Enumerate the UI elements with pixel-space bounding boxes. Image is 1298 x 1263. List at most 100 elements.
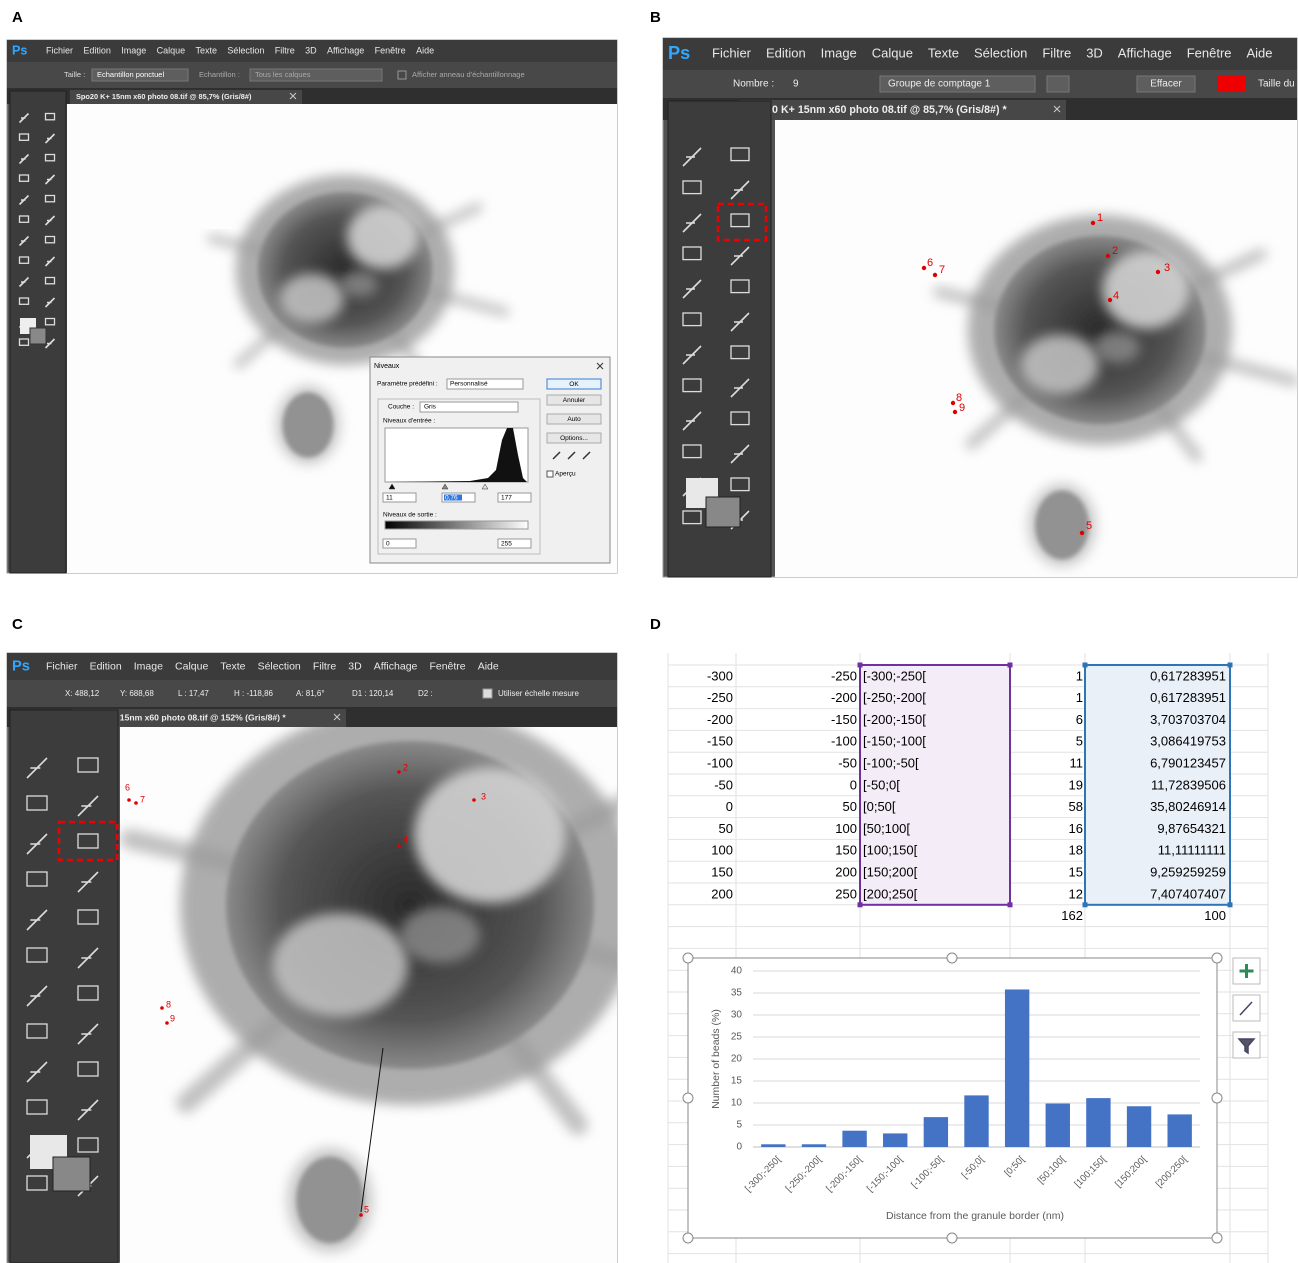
table-cell[interactable]: -200 [707,712,733,727]
table-cell[interactable]: 100 [1204,908,1226,923]
button-label[interactable]: Annuler [563,397,586,404]
option-label[interactable]: Taille du [1258,79,1295,90]
option-label[interactable]: Echantillon ponctuel [97,70,164,79]
menu-item[interactable]: Aide [416,45,434,55]
menu-item[interactable]: Calque [872,45,913,60]
input-value[interactable]: 177 [501,495,512,502]
menu-item[interactable]: Texte [220,660,245,672]
menu-item[interactable]: Image [121,45,146,55]
table-cell[interactable]: -100 [707,756,733,771]
menu-item[interactable]: Aide [478,660,499,672]
table-cell[interactable]: [100;150[ [863,843,918,858]
table-cell[interactable]: 11,11111111 [1158,843,1226,858]
table-cell[interactable]: [50;100[ [863,821,910,836]
table-cell[interactable]: 5 [1076,734,1083,749]
table-cell[interactable]: 150 [835,843,857,858]
table-cell[interactable]: [-300;-250[ [863,668,926,683]
table-cell[interactable]: 1 [1076,668,1083,683]
menu-item[interactable]: Calque [175,660,208,672]
table-cell[interactable]: -250 [707,690,733,705]
table-cell[interactable]: 0,617283951 [1150,690,1226,705]
menu-item[interactable]: Fenêtre [429,660,465,672]
menu-item[interactable]: 3D [1086,45,1103,60]
table-cell[interactable]: 0,617283951 [1150,668,1226,683]
resize-handle[interactable] [1212,953,1222,963]
menu-item[interactable]: Sélection [258,660,301,672]
input-value[interactable]: 11 [386,495,393,502]
resize-handle[interactable] [683,1233,693,1243]
menu-item[interactable]: Sélection [974,45,1027,60]
table-cell[interactable]: 0 [850,777,857,792]
table-cell[interactable]: -100 [831,734,857,749]
menu-item[interactable]: Sélection [227,45,264,55]
table-cell[interactable]: [-100;-50[ [863,756,919,771]
menu-item[interactable]: Texte [195,45,217,55]
table-cell[interactable]: 11,72839506 [1151,777,1226,792]
table-cell[interactable]: 16 [1069,821,1083,836]
table-cell[interactable]: 100 [711,843,733,858]
table-cell[interactable]: 150 [711,865,733,880]
menu-item[interactable]: Texte [928,45,959,60]
table-cell[interactable]: 12 [1069,886,1083,901]
table-cell[interactable]: 1 [1076,690,1083,705]
option-value[interactable]: Utiliser échelle mesure [498,689,579,698]
table-cell[interactable]: 250 [835,886,857,901]
table-cell[interactable]: [200;250[ [863,886,918,901]
resize-handle[interactable] [1212,1233,1222,1243]
table-cell[interactable]: 15 [1069,865,1083,880]
menu-item[interactable]: Fenêtre [1187,45,1232,60]
table-cell[interactable]: 6,790123457 [1150,756,1226,771]
table-cell[interactable]: -250 [831,668,857,683]
menu-item[interactable]: Fenêtre [375,45,406,55]
menu-item[interactable]: Fichier [46,45,73,55]
menu-item[interactable]: Affichage [1118,45,1172,60]
table-cell[interactable]: 50 [843,799,857,814]
menu-item[interactable]: Filtre [313,660,336,672]
table-cell[interactable]: 100 [835,821,857,836]
table-cell[interactable]: 11 [1070,756,1084,771]
option-label[interactable]: Tous les calques [255,70,311,79]
table-cell[interactable]: 0 [726,799,733,814]
button-label[interactable]: Options... [560,435,588,442]
menu-item[interactable]: Image [821,45,857,60]
table-cell[interactable]: -150 [831,712,857,727]
table-cell[interactable]: 9,87654321 [1157,821,1226,836]
menu-item[interactable]: Fichier [712,45,752,60]
table-cell[interactable]: 3,086419753 [1150,734,1226,749]
menu-item[interactable]: Calque [157,45,186,55]
menu-item[interactable]: Filtre [1042,45,1071,60]
option-label[interactable]: Groupe de comptage 1 [888,79,991,90]
document-tab-title[interactable]: Spo20 K+ 15nm x60 photo 08.tif @ 85,7% (… [746,104,1007,116]
menu-item[interactable]: 3D [305,45,317,55]
table-cell[interactable]: 35,80246914 [1150,799,1226,814]
table-cell[interactable]: 200 [711,886,733,901]
table-cell[interactable]: 18 [1069,843,1083,858]
resize-handle[interactable] [1212,1093,1222,1103]
table-cell[interactable]: 3,703703704 [1150,712,1226,727]
resize-handle[interactable] [683,953,693,963]
table-cell[interactable]: 7,407407407 [1150,886,1226,901]
menu-item[interactable]: Image [134,660,163,672]
menu-item[interactable]: Affichage [374,660,418,672]
table-cell[interactable]: [-250;-200[ [863,690,926,705]
option-label[interactable]: Effacer [1150,79,1182,90]
menu-item[interactable]: Aide [1246,45,1272,60]
menu-item[interactable]: Edition [766,45,806,60]
table-cell[interactable]: 200 [835,865,857,880]
checkbox-label[interactable]: Aperçu [555,471,576,478]
table-cell[interactable]: [-200;-150[ [863,712,926,727]
menu-item[interactable]: 3D [348,660,362,672]
input-value[interactable]: 0,76 [445,495,458,502]
table-cell[interactable]: [0;50[ [863,799,896,814]
table-cell[interactable]: -300 [707,668,733,683]
document-tab-title[interactable]: Spo20 K+ 15nm x60 photo 08.tif @ 85,7% (… [76,92,252,101]
input-value[interactable]: 255 [501,541,512,548]
menu-item[interactable]: Affichage [327,45,364,55]
table-cell[interactable]: 58 [1069,799,1083,814]
table-cell[interactable]: [150;200[ [863,865,918,880]
menu-item[interactable]: Filtre [275,45,295,55]
menu-item[interactable]: Edition [83,45,111,55]
dropdown-value[interactable]: Personnalisé [450,381,488,388]
resize-handle[interactable] [683,1093,693,1103]
table-cell[interactable]: -150 [707,734,733,749]
